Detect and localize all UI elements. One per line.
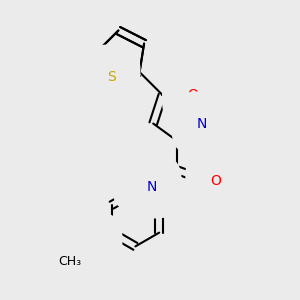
Text: O: O — [187, 88, 198, 102]
Text: CH₃: CH₃ — [58, 255, 81, 268]
Text: O: O — [210, 174, 221, 188]
Text: N: N — [196, 116, 207, 130]
Text: H: H — [135, 176, 144, 189]
Text: N: N — [146, 179, 157, 194]
Text: O: O — [86, 237, 98, 251]
Text: S: S — [107, 70, 116, 84]
